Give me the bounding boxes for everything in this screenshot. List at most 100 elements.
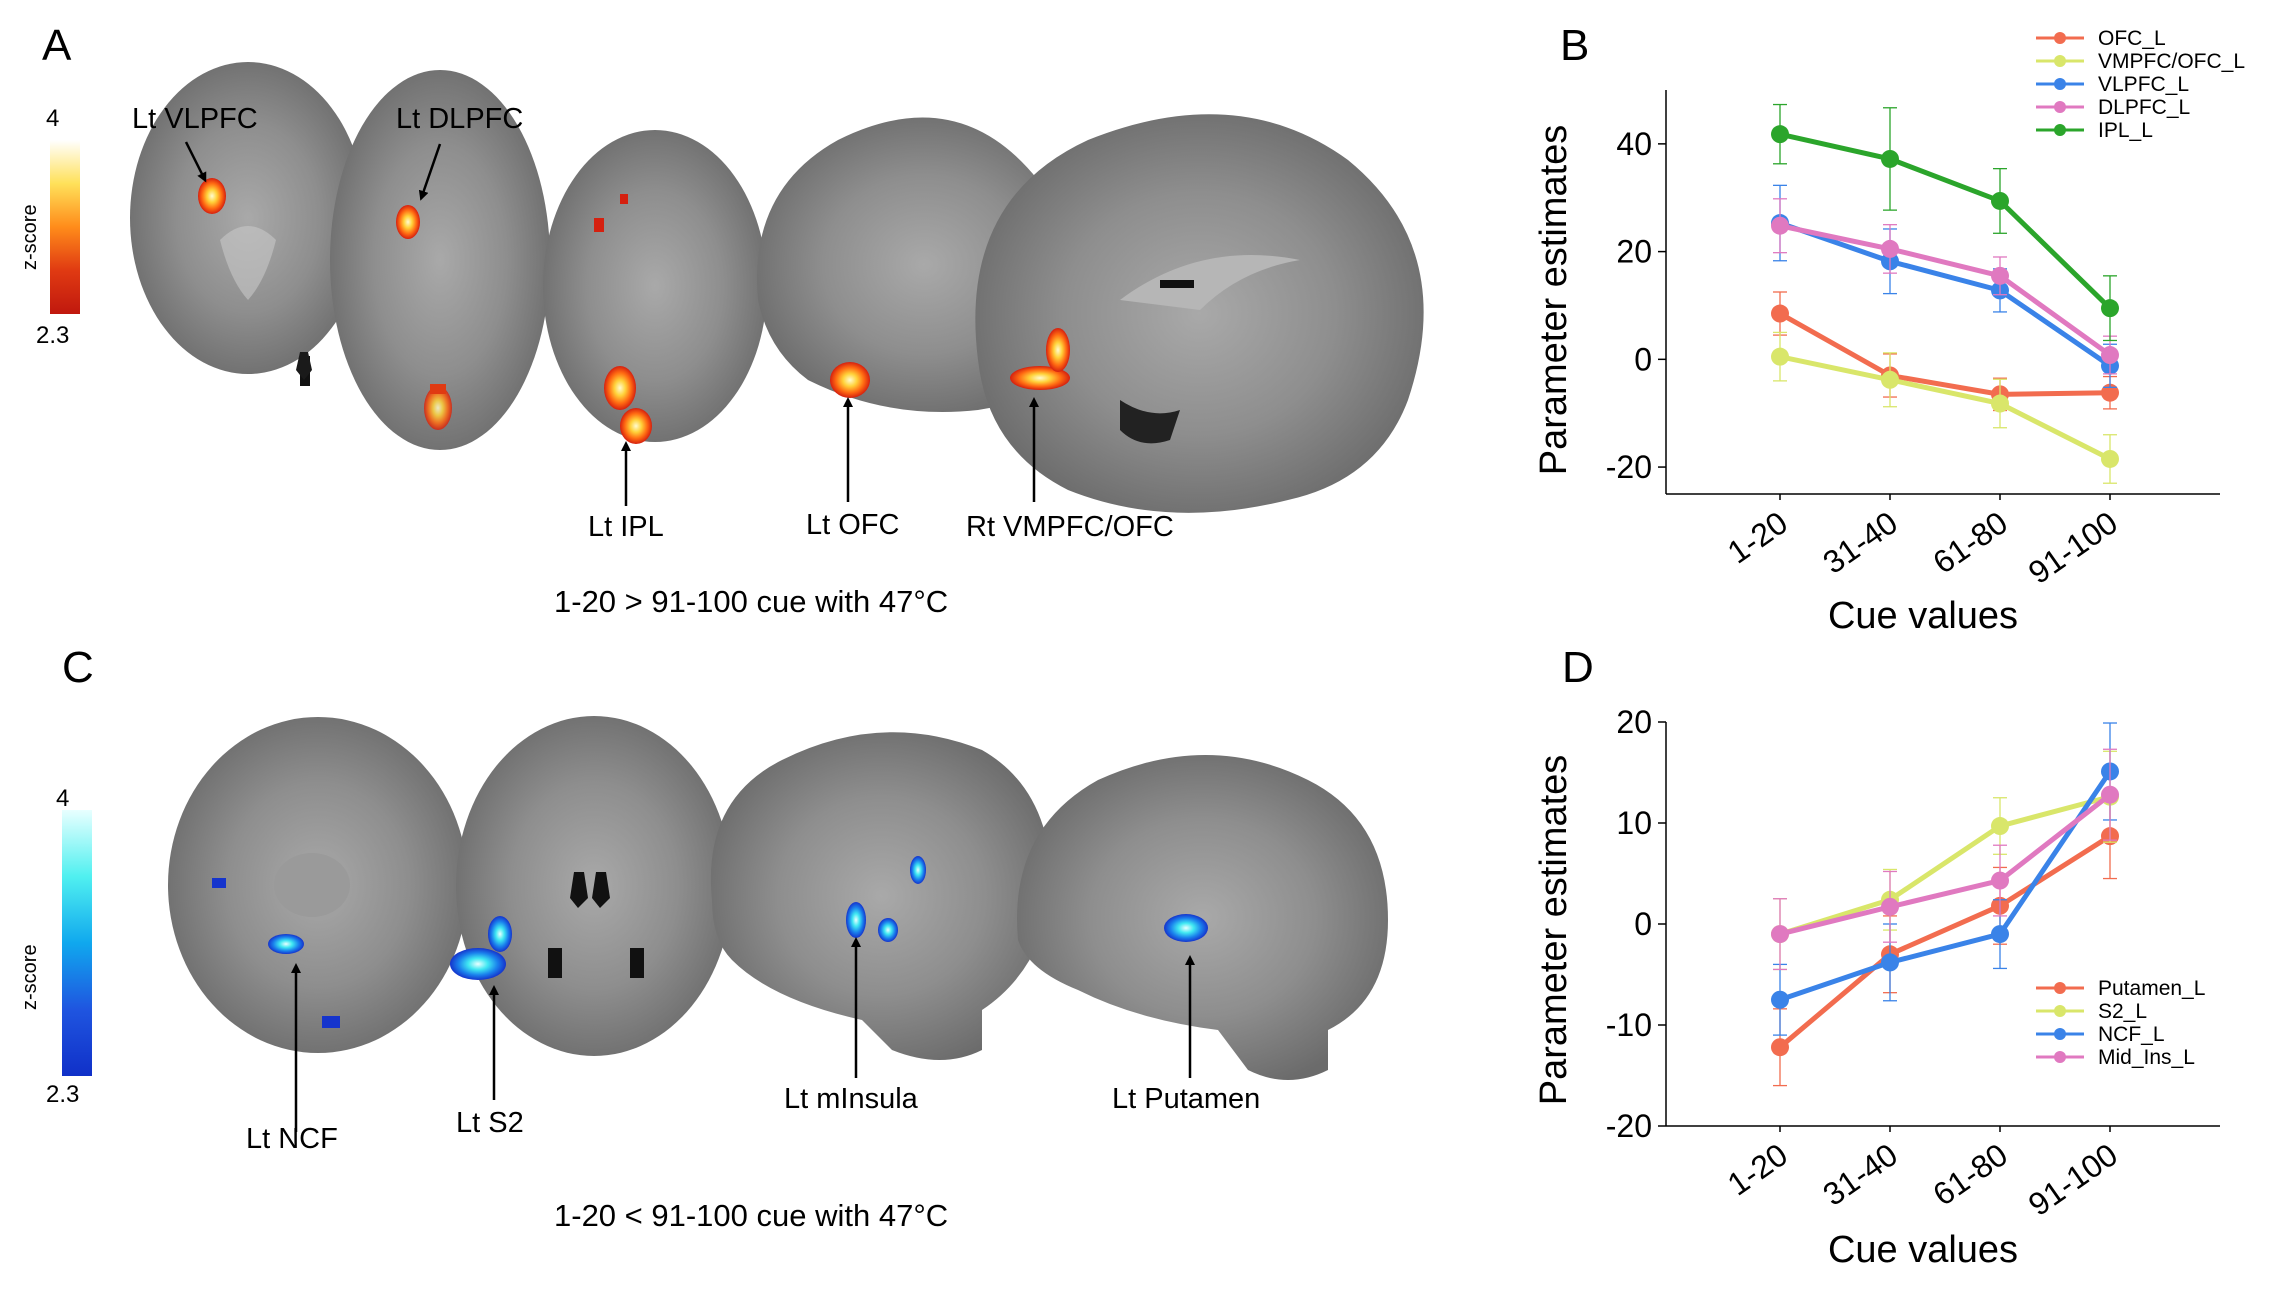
chart-b-legend-label: VLPFC_L xyxy=(2098,73,2189,96)
chart-d-line xyxy=(1778,834,2112,1050)
colorbar-c-gradient xyxy=(62,810,92,1076)
axial-slice-1 xyxy=(130,62,366,374)
colorbar-a: 4 2.3 z-score xyxy=(19,105,80,349)
chart-d-x-tick-label: 1-20 xyxy=(1721,1136,1794,1202)
chart-b-y-tick-label: 20 xyxy=(1616,234,1652,270)
sagittal-slice-vmpfc xyxy=(975,114,1424,513)
chart-d-x-tick-label: 91-100 xyxy=(2022,1136,2124,1223)
chart-d-point xyxy=(1771,990,1789,1009)
chart-d-point xyxy=(2101,785,2119,804)
sagittal-slice-2 xyxy=(975,114,1424,513)
sagittal-slice-minsula xyxy=(710,732,1052,1060)
sagittal-slice-putamen xyxy=(1017,755,1388,1080)
chart-b-legend-marker xyxy=(2054,124,2066,136)
chart-b-point xyxy=(1771,304,1789,323)
panel-letter-d: D xyxy=(1562,643,1594,692)
chart-d-legend-label: S2_L xyxy=(2098,1000,2147,1023)
chart-b-legend-item: VMPFC/OFC_L xyxy=(2036,50,2245,73)
chart-d-y-tick-label: 0 xyxy=(1634,906,1652,942)
colorbar-a-min-label: 2.3 xyxy=(36,322,69,349)
chart-d-y-tick-label: 10 xyxy=(1616,805,1652,841)
chart-d-legend-label: Putamen_L xyxy=(2098,977,2205,1000)
chart-b-legend-label: VMPFC/OFC_L xyxy=(2098,50,2245,73)
axial-slice-3 xyxy=(543,130,767,442)
colorbar-a-gradient xyxy=(50,140,80,314)
roi-label-lt-s2: Lt S2 xyxy=(456,1107,524,1139)
chart-b-line xyxy=(1779,220,2112,368)
activation-blob-minsula xyxy=(846,902,866,938)
axial-slice-dlpfc xyxy=(330,70,550,450)
chart-d-y-tick-label: -20 xyxy=(1606,1108,1652,1144)
chart-b-line xyxy=(1778,311,2111,397)
chart-b-x-tick-label: 91-100 xyxy=(2022,504,2124,591)
chart-b-y-tick-label: 40 xyxy=(1616,126,1652,162)
chart-d-legend-label: NCF_L xyxy=(2098,1023,2165,1046)
chart-b-point xyxy=(1991,191,2009,210)
sagittal-slice-4 xyxy=(1017,755,1388,1080)
panel-letter-a: A xyxy=(42,21,72,70)
chart-d-legend-marker xyxy=(2054,982,2066,994)
chart-b-point xyxy=(2101,383,2119,402)
chart-d-series-Mid_Ins_L xyxy=(1771,748,2119,971)
roi-label-lt-dlpfc: Lt DLPFC xyxy=(396,103,523,135)
chart-b-legend-item: DLPFC_L xyxy=(2036,96,2190,119)
activation-blob-vlpfc xyxy=(198,178,226,214)
chart-d-point xyxy=(1991,871,2009,890)
chart-b-point xyxy=(1881,149,1899,168)
chart-b-legend-item: IPL_L xyxy=(2036,119,2153,142)
activation-blob-vmpfc xyxy=(1010,366,1070,390)
chart-b-x-tick-label: 61-80 xyxy=(1926,504,2014,580)
panel-letter-b: B xyxy=(1560,21,1589,70)
activation-blob-ncf xyxy=(268,934,304,954)
chart-b-point xyxy=(1881,370,1899,389)
chart-d-x-title: Cue values xyxy=(1828,1229,2018,1271)
chart-b-series-VLPFC_L xyxy=(1771,184,2119,388)
chart-b-y-tick-label: 0 xyxy=(1634,341,1652,377)
activation-blob-s2 xyxy=(450,948,506,980)
chart-d-line xyxy=(1779,792,2112,937)
roi-label-lt-ofc: Lt OFC xyxy=(806,509,899,541)
axial-slice-s2 xyxy=(450,716,732,1056)
chart-b-legend-marker xyxy=(2054,101,2066,113)
sagittal-slice-3 xyxy=(710,732,1052,1060)
colorbar-c-max-label: 4 xyxy=(56,785,69,812)
chart-d-x-tick-label: 61-80 xyxy=(1926,1136,2014,1212)
chart-d-line xyxy=(1779,794,2111,937)
chart-b-line xyxy=(1779,131,2112,310)
chart-d-legend-marker xyxy=(2054,1005,2066,1017)
chart-b-legend-label: IPL_L xyxy=(2098,119,2153,142)
roi-label-lt-ncf: Lt NCF xyxy=(246,1123,338,1155)
roi-label-rt-vmpfc-ofc: Rt VMPFC/OFC xyxy=(966,511,1174,543)
chart-b-y-title: Parameter estimates xyxy=(1533,125,1575,476)
chart-b-point xyxy=(1991,394,2009,413)
chart-b-point xyxy=(1771,347,1789,366)
chart-d-legend-item: S2_L xyxy=(2036,1000,2147,1023)
chart-d-legend-item: NCF_L xyxy=(2036,1023,2165,1046)
brain-slices-c xyxy=(168,716,1388,1080)
colorbar-a-max-label: 4 xyxy=(46,105,59,132)
chart-b-point xyxy=(2101,346,2119,365)
chart-d-point xyxy=(1991,925,2009,944)
colorbar-c-title: z-score xyxy=(19,944,41,1010)
chart-b-point xyxy=(1771,216,1789,235)
chart-d-y-tick-label: 20 xyxy=(1616,704,1652,740)
chart-d-y-title: Parameter estimates xyxy=(1533,755,1575,1106)
chart-d-point xyxy=(1771,925,1789,944)
chart-b-point xyxy=(1771,125,1789,144)
chart-d-legend-marker xyxy=(2054,1051,2066,1063)
chart-b-legend-label: OFC_L xyxy=(2098,27,2166,50)
chart-b-point xyxy=(2101,299,2119,318)
chart-b-point xyxy=(1881,239,1899,258)
activation-blob-putamen xyxy=(1164,914,1208,942)
axial-slice-ncf xyxy=(168,717,468,1053)
roi-label-lt-vlpfc: Lt VLPFC xyxy=(132,103,258,135)
chart-b-legend-item: OFC_L xyxy=(2036,27,2166,50)
roi-arrows-a xyxy=(184,141,1039,506)
chart-b-series-DLPFC_L xyxy=(1771,198,2119,375)
roi-arrows-c xyxy=(291,937,1195,1132)
chart-b-point xyxy=(2101,449,2119,468)
chart-b-x-title: Cue values xyxy=(1828,595,2018,637)
axial-slice-vlpfc xyxy=(130,62,366,386)
